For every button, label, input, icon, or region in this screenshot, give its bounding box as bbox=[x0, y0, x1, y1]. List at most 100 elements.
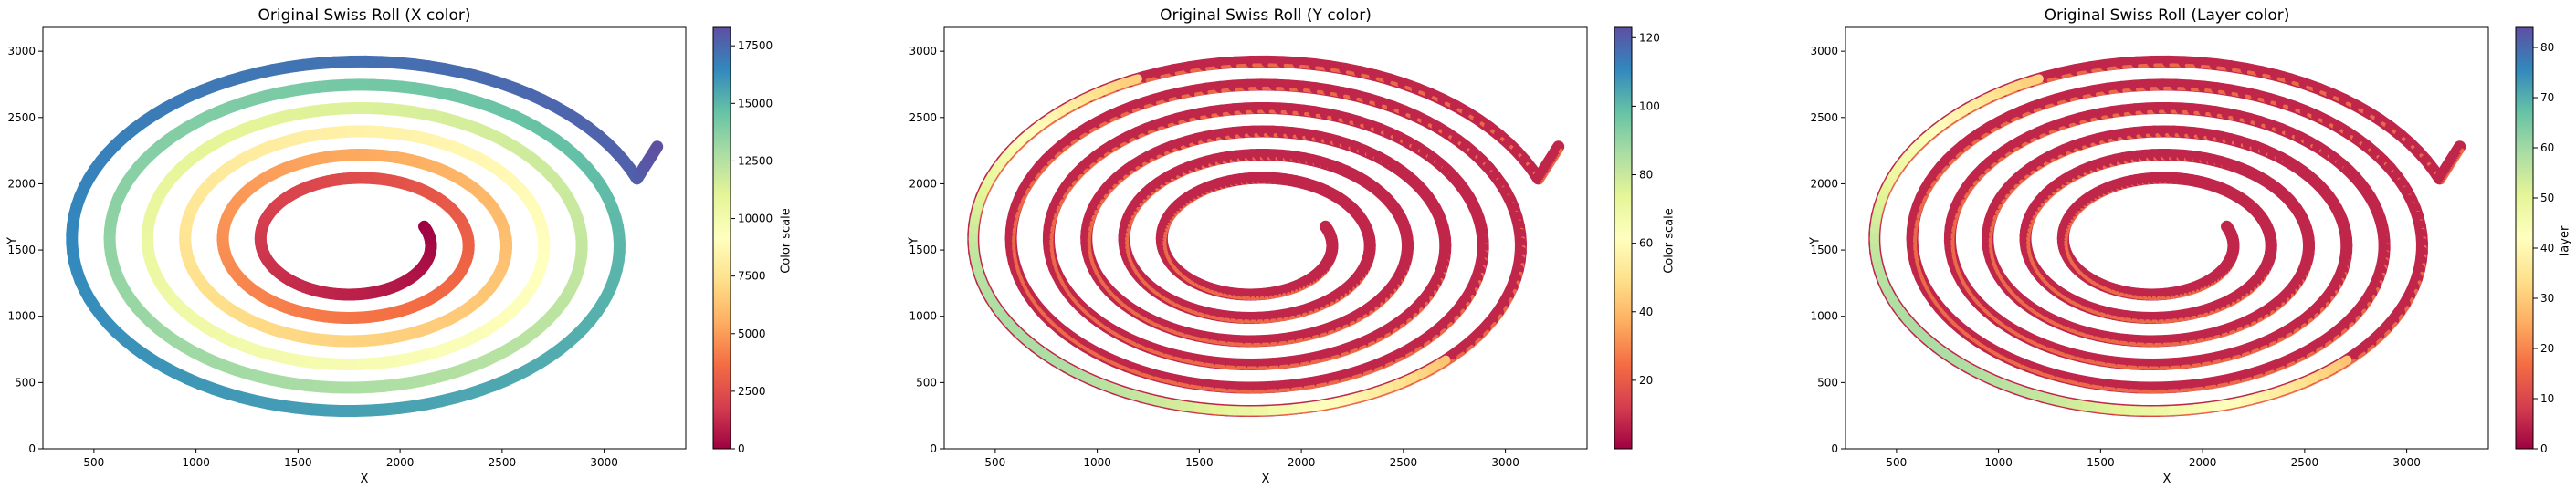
chart-svg: 500 1000 1500 2000 2500 3000 0 500 1000 1500 2000 2… bbox=[7, 26, 773, 469]
spiral-fringe bbox=[2028, 368, 2044, 376]
x-tick-label: 3000 bbox=[2392, 456, 2421, 469]
y-tick-label: 2000 bbox=[7, 177, 36, 190]
axes-frame bbox=[1845, 26, 2489, 450]
colorbar-tick-label: 0 bbox=[738, 442, 745, 455]
chart-svg: 500 1000 1500 2000 2500 300005001000150020002… bbox=[909, 26, 1660, 469]
y-tick-label: 500 bbox=[15, 376, 36, 389]
colorbar-tick-label: 5000 bbox=[738, 327, 766, 340]
spiral-fringe bbox=[1223, 388, 1240, 393]
x-axis-label: X bbox=[2162, 473, 2171, 486]
x-tick-label: 2000 bbox=[386, 456, 415, 469]
spiral-fringe bbox=[2459, 148, 2465, 154]
axes-frame bbox=[943, 26, 1588, 450]
spiral-fringe bbox=[2063, 379, 2079, 386]
y-tick-label: 3000 bbox=[7, 45, 36, 57]
x-tick-label: 1000 bbox=[1984, 456, 2013, 469]
y-axis-label: Y bbox=[907, 237, 921, 244]
x-tick-label: 3000 bbox=[1491, 456, 1519, 469]
spiral-fringe bbox=[2099, 385, 2116, 391]
plot-area bbox=[66, 55, 664, 418]
spiral-fringe bbox=[1127, 368, 1142, 376]
y-tick-label: 2000 bbox=[909, 177, 937, 190]
x-tick-label: 1500 bbox=[284, 456, 312, 469]
plot-area bbox=[967, 55, 1565, 418]
chart-title: Original Swiss Roll (X color) bbox=[258, 6, 471, 25]
x-tick-label: 500 bbox=[83, 456, 104, 469]
spiral-fringe bbox=[2017, 363, 2033, 372]
colorbar-tick-label: 2500 bbox=[738, 385, 766, 398]
x-axis-label: X bbox=[360, 473, 369, 486]
colorbar-tick-label: 10 bbox=[2540, 392, 2554, 405]
colorbar-tick-label: 70 bbox=[2540, 91, 2554, 104]
x-axis-label: X bbox=[1261, 473, 1270, 486]
colorbar bbox=[2515, 26, 2534, 450]
y-axis-label: Y bbox=[5, 237, 20, 244]
colorbar bbox=[1614, 26, 1633, 450]
x-tick-label: 2500 bbox=[1390, 456, 1418, 469]
colorbar-tick-label: 40 bbox=[1639, 306, 1653, 318]
colorbar-label: Color scale bbox=[779, 208, 794, 274]
spiral-fringe bbox=[1173, 381, 1190, 388]
spiral-fringe bbox=[1198, 385, 1214, 391]
y-tick-label: 0 bbox=[1831, 442, 1838, 455]
spiral-fringe bbox=[1162, 379, 1178, 386]
y-tick-label: 1500 bbox=[909, 244, 937, 256]
y-tick-label: 3000 bbox=[909, 45, 937, 57]
x-tick-label: 2500 bbox=[2291, 456, 2319, 469]
spiral-fringe bbox=[2039, 371, 2056, 379]
y-tick-label: 2500 bbox=[909, 111, 937, 124]
spiral-fringe bbox=[2124, 388, 2141, 393]
colorbar-tick-label: 60 bbox=[1639, 237, 1653, 250]
y-tick-label: 500 bbox=[916, 376, 937, 389]
y-tick-label: 2000 bbox=[1810, 177, 1838, 190]
spiral-fringe bbox=[1138, 371, 1154, 379]
x-tick-label: 1000 bbox=[1083, 456, 1111, 469]
spiral-segment bbox=[1551, 140, 1565, 155]
colorbar-tick-label: 20 bbox=[2540, 342, 2554, 355]
colorbar-tick-label: 0 bbox=[2540, 442, 2548, 455]
y-tick-label: 1000 bbox=[7, 310, 36, 323]
plot-area bbox=[1868, 55, 2466, 418]
spiral-fringe bbox=[2051, 375, 2067, 383]
chart-panel-x-color: Original Swiss Roll (X color) 500 1000 150… bbox=[0, 0, 858, 499]
y-tick-label: 1500 bbox=[7, 244, 36, 256]
y-tick-label: 1500 bbox=[1810, 244, 1838, 256]
y-tick-label: 0 bbox=[930, 442, 937, 455]
colorbar-tick-label: 120 bbox=[1639, 31, 1660, 44]
x-tick-label: 500 bbox=[1886, 456, 1907, 469]
spiral-highlight bbox=[1119, 74, 1142, 88]
x-tick-label: 500 bbox=[984, 456, 1005, 469]
spiral-fringe bbox=[1096, 353, 1110, 363]
colorbar bbox=[712, 26, 731, 450]
y-tick-label: 0 bbox=[28, 442, 36, 455]
chart-title: Original Swiss Roll (Y color) bbox=[1160, 6, 1372, 25]
colorbar-tick-label: 80 bbox=[2540, 41, 2554, 54]
spiral-fringe bbox=[1261, 389, 1278, 393]
spiral-fringe bbox=[1185, 383, 1203, 390]
chart-panel-y-color: Original Swiss Roll (Y color) 500 1000 150… bbox=[901, 0, 1760, 499]
y-tick-label: 1000 bbox=[1810, 310, 1838, 323]
y-tick-label: 3000 bbox=[1810, 45, 1838, 57]
spiral-fringe bbox=[1997, 353, 2012, 363]
colorbar-tick-label: 40 bbox=[2540, 242, 2554, 255]
spiral-fringe bbox=[1150, 375, 1166, 383]
spiral-fringe bbox=[2075, 381, 2091, 388]
spiral-fringe bbox=[2087, 383, 2104, 390]
spiral-fringe bbox=[2162, 389, 2180, 393]
chart-svg: 500 1000 1500 2000 2500 300005001000150020002… bbox=[1810, 26, 2554, 469]
spiral-fringe bbox=[1987, 348, 2002, 358]
y-tick-label: 2500 bbox=[1810, 111, 1838, 124]
colorbar-tick-label: 100 bbox=[1639, 99, 1660, 112]
x-tick-label: 1000 bbox=[182, 456, 210, 469]
spiral-highlight bbox=[2020, 74, 2044, 88]
axes-frame bbox=[42, 26, 687, 450]
colorbar-label: layer bbox=[2558, 225, 2572, 256]
colorbar-tick-label: 80 bbox=[1639, 169, 1653, 182]
x-tick-label: 1500 bbox=[1185, 456, 1214, 469]
y-tick-label: 2500 bbox=[7, 111, 36, 124]
spiral-fringe bbox=[1086, 348, 1100, 358]
y-tick-label: 1000 bbox=[909, 310, 937, 323]
spiral-fringe bbox=[1116, 363, 1131, 372]
chart-panel-layer-color: Original Swiss Roll (Layer color) 500 100… bbox=[1803, 0, 2576, 499]
